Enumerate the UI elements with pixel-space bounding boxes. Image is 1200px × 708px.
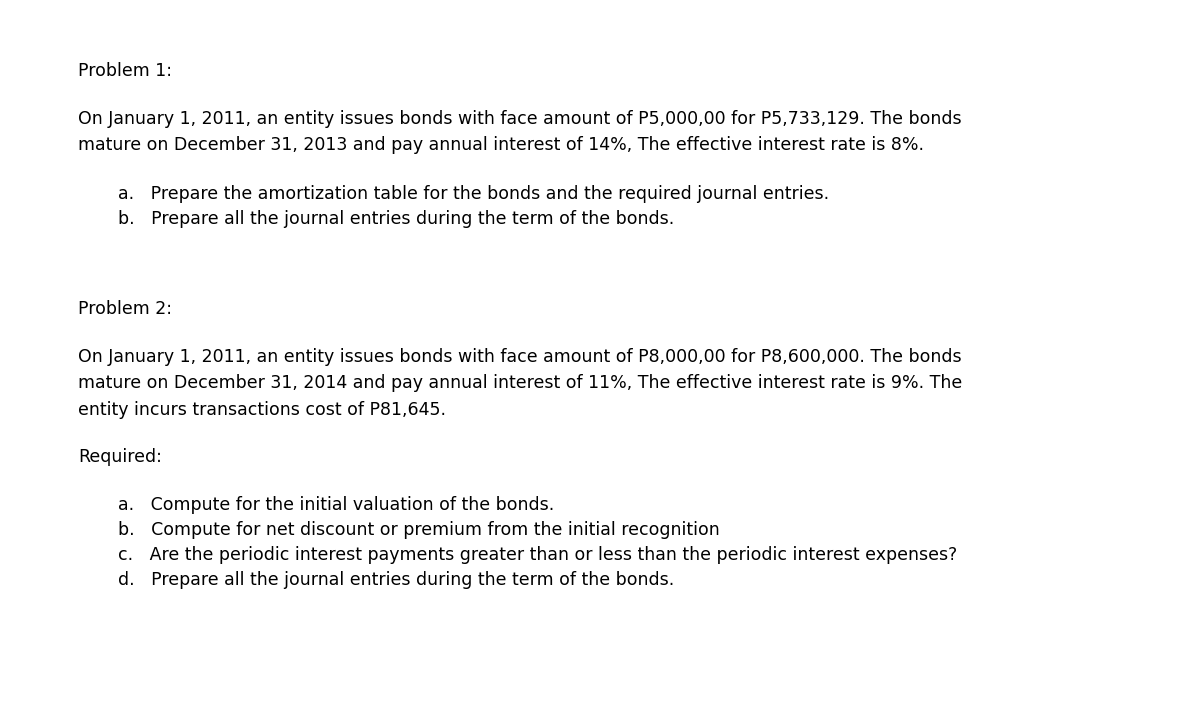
Text: b.   Prepare all the journal entries during the term of the bonds.: b. Prepare all the journal entries durin…	[118, 210, 674, 228]
Text: a.   Prepare the amortization table for the bonds and the required journal entri: a. Prepare the amortization table for th…	[118, 185, 829, 203]
Text: d.   Prepare all the journal entries during the term of the bonds.: d. Prepare all the journal entries durin…	[118, 571, 674, 589]
Text: On January 1, 2011, an entity issues bonds with face amount of P8,000,00 for P8,: On January 1, 2011, an entity issues bon…	[78, 348, 962, 419]
Text: b.   Compute for net discount or premium from the initial recognition: b. Compute for net discount or premium f…	[118, 521, 720, 539]
Text: Required:: Required:	[78, 448, 162, 466]
Text: Problem 1:: Problem 1:	[78, 62, 172, 80]
Text: On January 1, 2011, an entity issues bonds with face amount of P5,000,00 for P5,: On January 1, 2011, an entity issues bon…	[78, 110, 961, 154]
Text: Problem 2:: Problem 2:	[78, 300, 172, 318]
Text: a.   Compute for the initial valuation of the bonds.: a. Compute for the initial valuation of …	[118, 496, 554, 514]
Text: c.   Are the periodic interest payments greater than or less than the periodic i: c. Are the periodic interest payments gr…	[118, 546, 958, 564]
